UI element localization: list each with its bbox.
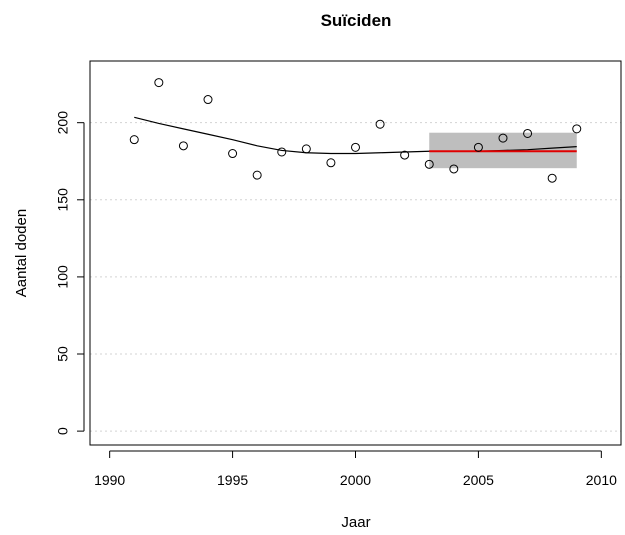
x-tick-label-2010: 2010 [586,472,617,488]
chart-title: Suïciden [321,11,392,30]
plot-area-frame [89,60,622,446]
y-tick-label-100: 100 [55,265,71,289]
data-point-1997 [277,147,287,157]
data-point-2000 [351,142,360,152]
data-point-1991 [129,135,139,145]
data-point-2004 [449,164,459,174]
x-axis-label: Jaar [341,514,370,531]
x-tick-label-1995: 1995 [217,472,248,488]
trend-layer [134,116,577,155]
data-point-1993 [178,141,188,151]
x-tick-label-2005: 2005 [463,472,494,488]
x-axis: 1990 1995 2000 2005 2010 [94,450,617,488]
data-point-1998 [301,144,311,154]
y-tick-label-0: 0 [55,427,71,435]
point-layer [129,78,582,183]
y-axis-label: Aantal doden [13,209,30,297]
data-point-2001 [375,119,385,129]
data-point-2003 [424,159,434,169]
data-point-2006 [498,133,508,143]
data-point-2008 [547,173,557,183]
y-tick-label-150: 150 [55,188,71,212]
data-point-2005 [473,142,483,152]
y-axis: 0 50 100 150 200 [55,111,85,435]
data-point-1992 [154,78,164,88]
data-point-2002 [400,150,410,160]
x-tick-label-2000: 2000 [340,472,371,488]
y-tick-label-200: 200 [55,111,71,135]
data-point-2009 [572,124,582,134]
y-tick-label-50: 50 [55,346,71,362]
x-tick-label-1990: 1990 [94,472,125,488]
grid-layer [90,122,621,432]
data-point-1995 [228,149,238,159]
data-point-2007 [523,128,533,138]
data-point-1996 [252,170,262,180]
data-point-1994 [203,95,213,105]
data-point-1999 [326,158,336,168]
